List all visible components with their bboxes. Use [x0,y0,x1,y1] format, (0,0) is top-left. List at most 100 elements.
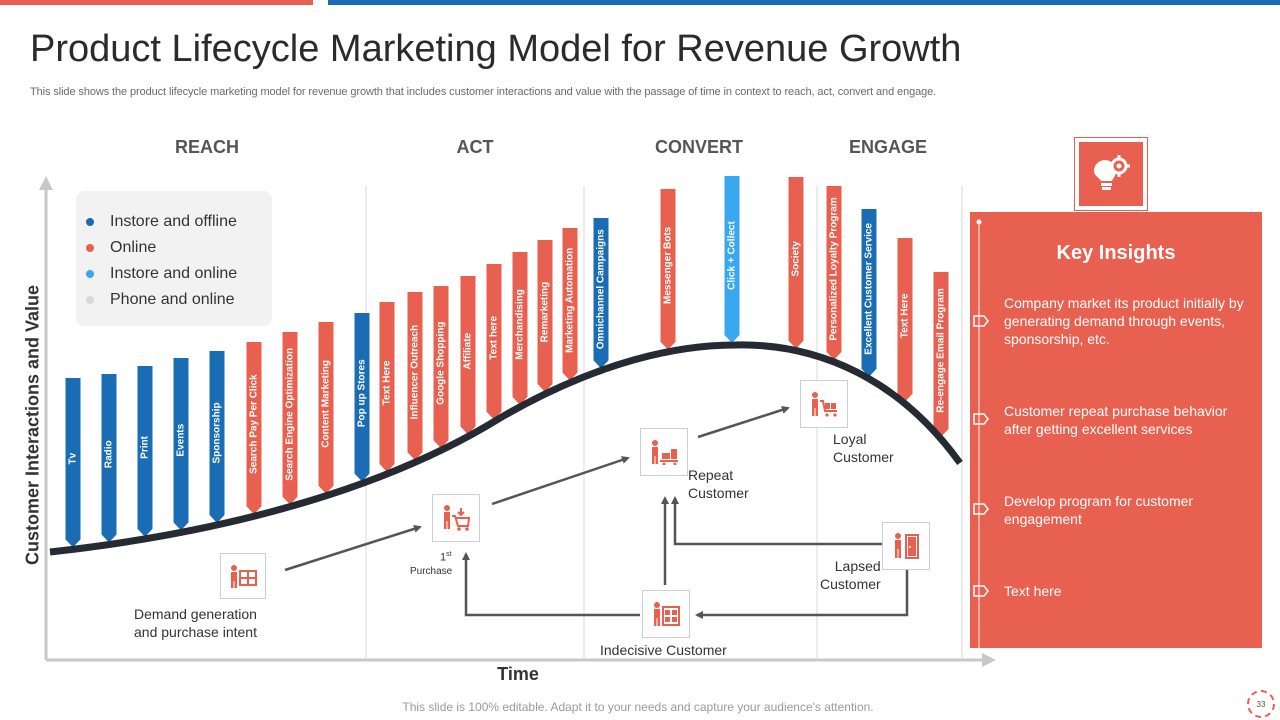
lapsed-customer-icon [882,522,930,570]
channel-label: Society [791,241,802,277]
channel-bar-shape [724,176,740,344]
legend-item: Phone and online [86,289,235,311]
legend-dot [86,270,94,278]
channel-bar: Society [788,177,804,349]
channel-bar: Text Here [379,302,395,472]
demand-generation-icon [220,553,266,599]
channel-bar-shape [660,189,676,350]
legend-item: Instore and offline [86,211,237,233]
channel-bar-shape [933,272,949,437]
channel-bar: Text here [486,264,502,420]
channel-bar: Text Here [897,238,913,402]
y-axis-label: Customer Interactions and Value [22,284,43,566]
arrow-demand-to-first [284,525,422,572]
channel-bar: Re-engage Email Program [933,272,949,437]
stage-reach: REACH [174,137,240,157]
channel-bar: Google Shopping [433,286,449,449]
channel-bar-shape [173,358,189,531]
channel-bar: Remarketing [537,240,553,393]
channel-bar: Personalized Loyalty Program [826,186,842,360]
channel-bar: Tv [65,378,81,548]
key-insights-panel: Key Insights Company market its product … [970,212,1262,648]
legend-label: Instore and online [110,265,238,282]
channel-label: Affiliate [463,332,474,369]
channel-bar: Pop up Stores [354,313,370,482]
channel-bar-shape [101,374,117,543]
channel-label: Tv [68,452,79,464]
channel-bar-shape [861,209,877,377]
key-insights-title: Key Insights [1056,242,1176,264]
channel-label: Pop up Stores [357,359,368,427]
channel-bar-shape [354,313,370,482]
channel-label: Click + Collect [727,221,738,290]
channel-label: Radio [104,440,115,468]
channel-label: Search Engine Optimization [284,348,295,481]
channel-bar: Excellent Customer Service [861,209,877,377]
loyal-customer-icon [800,380,848,428]
channel-label: Text Here [900,293,911,338]
indecisive-customer-icon [642,590,690,638]
insight-item: Develop program for customer engagement [1004,493,1194,527]
channel-bar: Marketing Automation [562,228,578,381]
stage-engage: ENGAGE [848,137,928,157]
arrow-lapsed-to-indecisive [695,568,909,619]
first-purchase-icon [432,494,480,542]
channel-bar: Events [173,358,189,531]
first-purchase-superscript: st [446,551,452,558]
insight-item: Customer repeat purchase behavior after … [1004,403,1228,437]
lightbulb-gear-icon [1079,142,1143,206]
channel-bar: Search Pay Per Click [246,342,262,515]
legend-label: Online [110,239,157,256]
stage-act: ACT [456,137,494,157]
arrow-repeat-to-loyal [697,406,790,439]
channel-bar-shape [407,292,423,461]
channel-label: Omnichannel Campaigns [596,229,607,349]
channel-label: Search Pay Per Click [249,374,260,474]
channel-bar-shape [282,332,298,505]
channel-bar-shape [826,186,842,360]
legend-label: Phone and online [110,291,235,308]
channel-bar-shape [562,228,578,381]
indecisive-customer-label: Indecisive Customer [600,642,727,658]
legend-dot [86,218,94,226]
channel-label: Sponsorship [212,402,223,463]
channel-label: Remarketing [540,282,551,343]
channel-bar-shape [433,286,449,449]
lapsed-customer-label: Lapsed Customer [820,558,881,592]
legend-label: Instore and offline [110,213,237,230]
channel-label: Print [140,435,151,458]
channel-label: Influencer Outreach [410,325,421,419]
channel-bar: Sponsorship [209,351,225,523]
channel-bar: Messenger Bots [660,189,676,350]
insight-item: Text here [1004,583,1062,599]
channel-label: Text Here [382,360,393,405]
first-purchase-number: 1 [440,551,447,564]
channel-label: Personalized Loyalty Program [829,197,840,340]
channel-bar-shape [379,302,395,472]
channel-bar-shape [460,276,476,435]
legend-item: Online [86,237,156,259]
channel-bar: Print [137,366,153,537]
legend: Instore and offline Online Instore and o… [76,191,272,326]
channel-bar: Radio [101,374,117,543]
arrow-indecisive-to-first [462,552,640,617]
channel-label: Events [176,423,187,456]
insight-item: Company market its product initially by … [1004,295,1244,347]
top-accent-red [0,0,313,5]
demand-generation-label: Demand generation and purchase intent [134,606,257,640]
channel-bar-shape [537,240,553,393]
channel-bar: Omnichannel Campaigns [593,218,609,369]
insights-timeline [973,219,989,648]
page-subtitle: This slide shows the product lifecycle m… [30,86,937,98]
channel-label: Marketing Automation [565,248,576,353]
stage-convert: CONVERT [654,137,744,157]
channel-bar-shape [246,342,262,515]
channel-bar-shape [318,322,334,494]
channel-bar: Content Marketing [318,322,334,494]
channel-bar-shape [486,264,502,420]
first-purchase-label: 1st [440,548,452,565]
page-title: Product Lifecycle Marketing Model for Re… [30,28,962,70]
channel-label: Excellent Customer Service [864,223,875,355]
purchase-label: Purchase [410,566,453,577]
